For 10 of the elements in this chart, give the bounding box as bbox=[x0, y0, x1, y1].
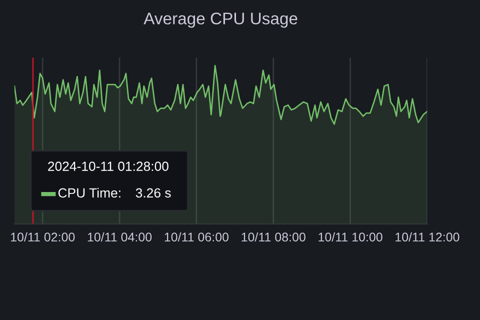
legend-title: 2024-10-11 01:28:00 bbox=[48, 162, 168, 171]
x-tick-label: 10/11 08:00 bbox=[242, 232, 306, 242]
x-tick-label: 10/11 10:00 bbox=[318, 232, 382, 242]
annotation: 3.26 s bbox=[136, 188, 171, 198]
chart-title: Average CPU Usage bbox=[144, 12, 298, 28]
x-tick-label: 10/11 12:00 bbox=[396, 232, 460, 242]
legend-label: CPU Time: bbox=[58, 188, 120, 198]
x-tick-label: 10/11 02:00 bbox=[11, 232, 75, 242]
x-tick-label: 10/11 04:00 bbox=[88, 232, 152, 242]
x-tick-label: 10/11 06:00 bbox=[164, 232, 229, 242]
